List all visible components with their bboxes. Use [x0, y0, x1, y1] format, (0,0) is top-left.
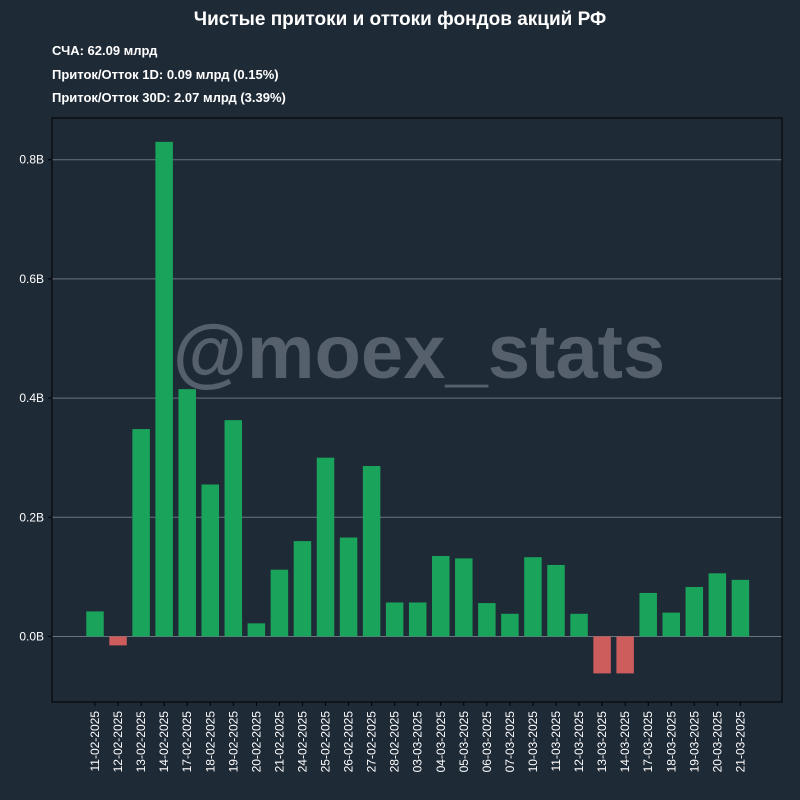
- bar-04-03-2025: [432, 556, 450, 637]
- bar-03-03-2025: [408, 602, 427, 637]
- x-axis: 11-02-2025 12-02-2025 13-02-2025 14-02-2025…: [88, 702, 747, 772]
- x-tick-label: 27-02-2025: [365, 711, 379, 773]
- x-tick-label: 14-03-2025: [618, 711, 632, 773]
- bar-12-02-2025: [109, 636, 127, 646]
- x-tick-label: 10-03-2025: [526, 711, 540, 773]
- y-tick-label: 0.6B: [19, 272, 44, 286]
- x-tick-label: 05-03-2025: [457, 711, 471, 773]
- bar-20-02-2025: [247, 623, 266, 637]
- bar-10-03-2025: [524, 557, 542, 637]
- bar-11-03-2025: [547, 564, 565, 637]
- x-tick-label: 21-02-2025: [272, 711, 286, 773]
- bar-19-02-2025: [224, 420, 243, 637]
- bar-27-02-2025: [362, 466, 381, 637]
- bar-12-03-2025: [570, 613, 588, 637]
- y-tick-label: 0.8B: [19, 153, 44, 167]
- watermark: @moex_stats: [173, 310, 665, 395]
- x-tick-label: 26-02-2025: [342, 711, 356, 773]
- x-tick-label: 21-03-2025: [733, 711, 747, 773]
- y-tick-label: 0.2B: [19, 510, 44, 524]
- x-tick-label: 06-03-2025: [480, 711, 494, 773]
- x-tick-label: 04-03-2025: [434, 711, 448, 773]
- stat-flow-1d: Приток/Отток 1D: 0.09 млрд (0.15%): [52, 67, 279, 82]
- x-tick-label: 17-02-2025: [180, 711, 194, 773]
- bar-17-02-2025: [178, 389, 196, 637]
- bar-21-03-2025: [731, 579, 750, 637]
- bar-19-03-2025: [685, 586, 704, 637]
- bars: [86, 141, 750, 674]
- stat-nav: СЧА: 62.09 млрд: [52, 43, 158, 58]
- bar-25-02-2025: [316, 457, 335, 637]
- bar-07-03-2025: [501, 613, 519, 637]
- stat-flow-30d: Приток/Отток 30D: 2.07 млрд (3.39%): [52, 90, 286, 105]
- bar-26-02-2025: [339, 537, 358, 637]
- bar-11-02-2025: [86, 611, 104, 637]
- x-tick-label: 18-02-2025: [203, 711, 217, 773]
- bar-05-03-2025: [455, 558, 473, 637]
- grid-lines: [52, 159, 782, 637]
- bar-14-02-2025: [155, 141, 173, 637]
- plot-frame: [51, 117, 783, 703]
- y-axis: 0.0B 0.2B 0.4B 0.6B 0.8B: [19, 153, 52, 643]
- y-tick-label: 0.4B: [19, 391, 44, 405]
- bar-06-03-2025: [478, 603, 496, 637]
- y-tick-label: 0.0B: [19, 629, 44, 643]
- x-tick-label: 20-03-2025: [710, 711, 724, 773]
- x-tick-label: 18-03-2025: [664, 711, 678, 773]
- bar-14-03-2025: [616, 636, 634, 674]
- x-tick-label: 07-03-2025: [503, 711, 517, 773]
- bar-17-03-2025: [639, 592, 657, 637]
- chart-title: Чистые притоки и оттоки фондов акций РФ: [193, 9, 607, 30]
- bar-28-02-2025: [385, 602, 404, 637]
- x-tick-label: 03-03-2025: [411, 711, 425, 773]
- bar-21-02-2025: [270, 569, 289, 637]
- bar-20-03-2025: [708, 573, 727, 637]
- x-tick-label: 12-02-2025: [111, 711, 125, 773]
- x-tick-label: 20-02-2025: [249, 711, 263, 773]
- x-tick-label: 19-03-2025: [687, 711, 701, 773]
- x-tick-label: 25-02-2025: [319, 711, 333, 773]
- x-tick-label: 19-02-2025: [226, 711, 240, 773]
- bar-18-02-2025: [201, 484, 219, 637]
- x-tick-label: 13-02-2025: [134, 711, 148, 773]
- x-tick-label: 12-03-2025: [572, 711, 586, 773]
- x-tick-label: 13-03-2025: [595, 711, 609, 773]
- bar-13-02-2025: [132, 429, 150, 637]
- bar-24-02-2025: [293, 541, 312, 637]
- x-tick-label: 14-02-2025: [157, 711, 171, 773]
- bar-13-03-2025: [593, 636, 611, 674]
- x-tick-label: 11-02-2025: [88, 711, 102, 772]
- x-tick-label: 11-03-2025: [549, 711, 563, 772]
- bar-18-03-2025: [662, 612, 680, 637]
- x-tick-label: 28-02-2025: [388, 711, 402, 773]
- x-tick-label: 17-03-2025: [641, 711, 655, 773]
- x-tick-label: 24-02-2025: [295, 711, 309, 773]
